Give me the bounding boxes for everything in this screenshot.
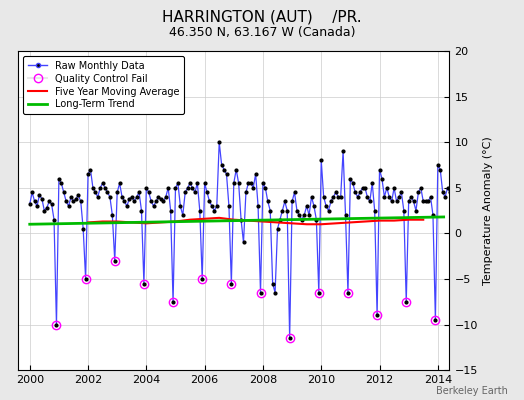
Legend: Raw Monthly Data, Quality Control Fail, Five Year Moving Average, Long-Term Tren: Raw Monthly Data, Quality Control Fail, … — [23, 56, 184, 114]
Text: 46.350 N, 63.167 W (Canada): 46.350 N, 63.167 W (Canada) — [169, 26, 355, 39]
Text: Berkeley Earth: Berkeley Earth — [436, 386, 508, 396]
Text: HARRINGTON (AUT)    /PR.: HARRINGTON (AUT) /PR. — [162, 10, 362, 25]
Y-axis label: Temperature Anomaly (°C): Temperature Anomaly (°C) — [483, 136, 493, 285]
